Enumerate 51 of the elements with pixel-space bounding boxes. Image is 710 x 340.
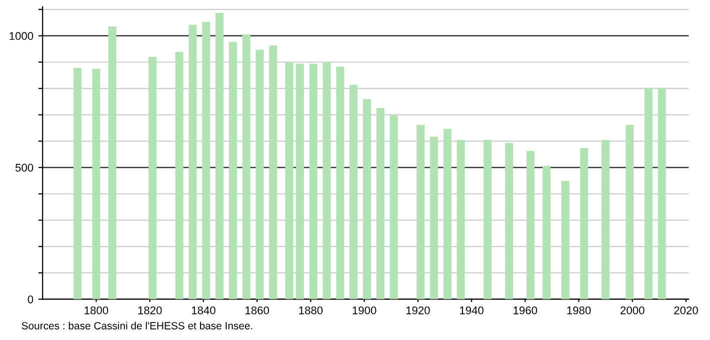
bar — [430, 136, 438, 300]
bar — [362, 99, 372, 300]
x-tick-label: 2020 — [674, 306, 698, 314]
bar — [175, 52, 184, 300]
bar — [376, 108, 384, 300]
bar — [561, 180, 570, 300]
bar — [390, 115, 398, 300]
x-tick-label: 1820 — [138, 306, 162, 314]
bar — [416, 124, 425, 300]
x-tick-label: 1960 — [514, 306, 538, 314]
bar — [350, 84, 358, 300]
x-tick-label: 1920 — [406, 306, 430, 314]
x-tick-label: 1840 — [192, 306, 216, 314]
bar — [296, 64, 304, 300]
bar — [216, 12, 224, 300]
y-tick-label: 500 — [15, 164, 34, 172]
bar — [92, 68, 100, 300]
x-tick-label: 1980 — [567, 306, 591, 314]
y-tick-label: 1000 — [10, 32, 34, 40]
bar — [309, 64, 318, 300]
bar — [626, 124, 634, 300]
bar — [256, 50, 264, 300]
bar — [644, 88, 653, 300]
bar — [269, 46, 278, 300]
bar — [456, 140, 465, 300]
bar — [285, 62, 294, 300]
x-tick-label: 1880 — [299, 306, 323, 314]
bar — [242, 34, 250, 300]
bar — [580, 148, 588, 300]
bar — [73, 68, 82, 300]
bar — [484, 140, 492, 300]
bar — [228, 42, 237, 300]
source-note: Sources : base Cassini de l'EHESS et base Insee. — [22, 322, 252, 330]
bar — [658, 88, 666, 300]
bar — [602, 140, 610, 300]
x-tick-label: 1800 — [84, 306, 108, 314]
bar — [148, 56, 157, 300]
x-tick-label: 2000 — [620, 306, 644, 314]
bar — [443, 129, 452, 300]
bar — [542, 166, 551, 300]
bar — [526, 150, 535, 300]
bar — [322, 62, 331, 300]
y-tick-label: 0 — [28, 295, 34, 304]
bar — [108, 26, 116, 300]
bar — [336, 66, 344, 300]
bar — [505, 142, 514, 300]
bar — [188, 24, 197, 300]
x-tick-label: 1860 — [246, 306, 269, 314]
x-tick-label: 1940 — [460, 306, 484, 314]
x-tick-label: 1900 — [352, 306, 376, 314]
bar — [202, 22, 210, 300]
